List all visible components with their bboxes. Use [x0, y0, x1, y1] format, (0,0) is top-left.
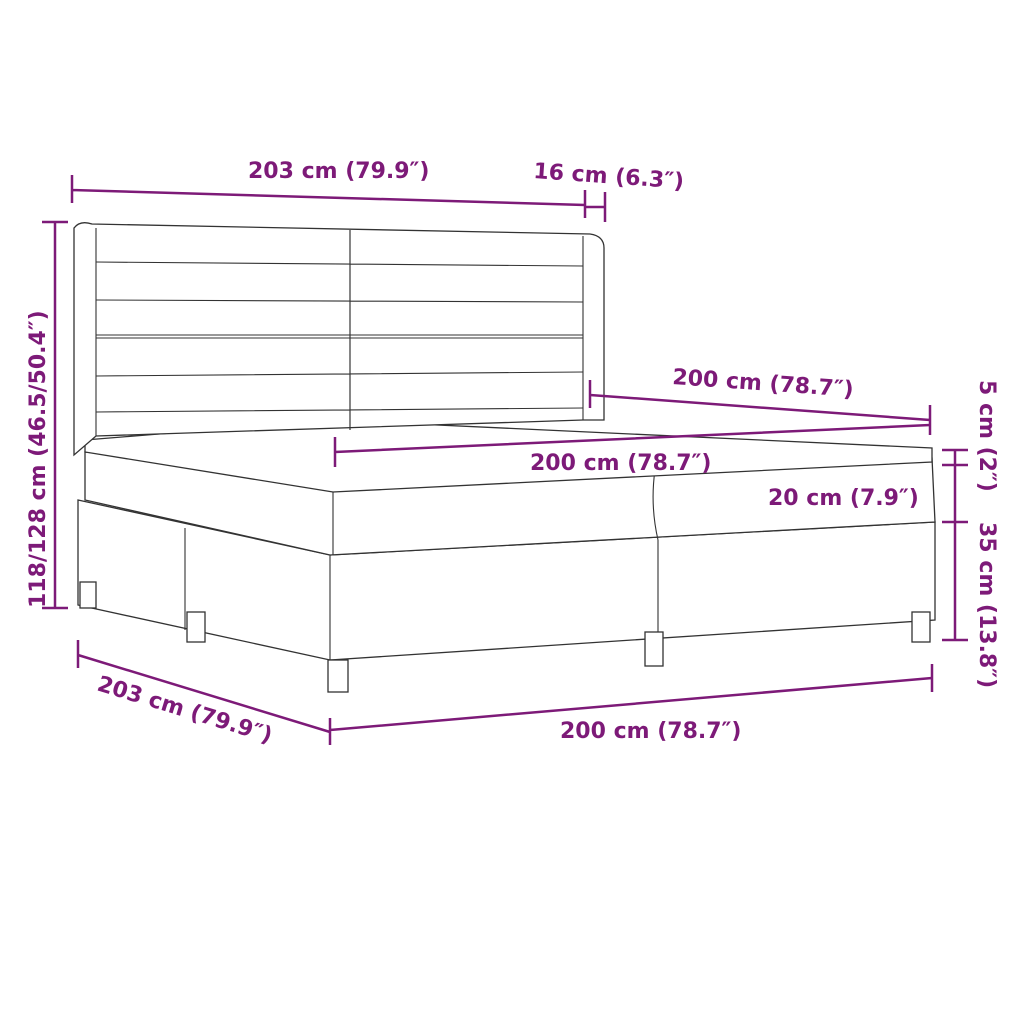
headboard-width-label: 203 cm (79.9″) — [248, 159, 429, 184]
bed-width-label: 200 cm (78.7″) — [560, 719, 741, 744]
headboard-depth-label: 16 cm (6.3″) — [533, 159, 685, 194]
topper-length-label: 200 cm (78.7″) — [672, 365, 855, 403]
total-height-label: 118/128 cm (46.5/50.4″) — [26, 310, 51, 608]
dimension-lines — [42, 175, 968, 745]
bed-length-label: 203 cm (79.9″) — [94, 672, 275, 749]
leg — [186, 611, 206, 643]
leg — [911, 611, 931, 643]
mattress-thickness-label: 20 cm (7.9″) — [768, 486, 919, 511]
leg — [644, 631, 664, 667]
base-height-label: 35 cm (13.8″) — [974, 522, 999, 688]
bed-drawing — [73, 222, 936, 693]
topper-thickness-label: 5 cm (2″) — [974, 380, 999, 492]
topper-width-label: 200 cm (78.7″) — [530, 451, 711, 476]
leg — [79, 581, 97, 609]
headboard — [73, 222, 605, 457]
leg — [327, 659, 349, 693]
